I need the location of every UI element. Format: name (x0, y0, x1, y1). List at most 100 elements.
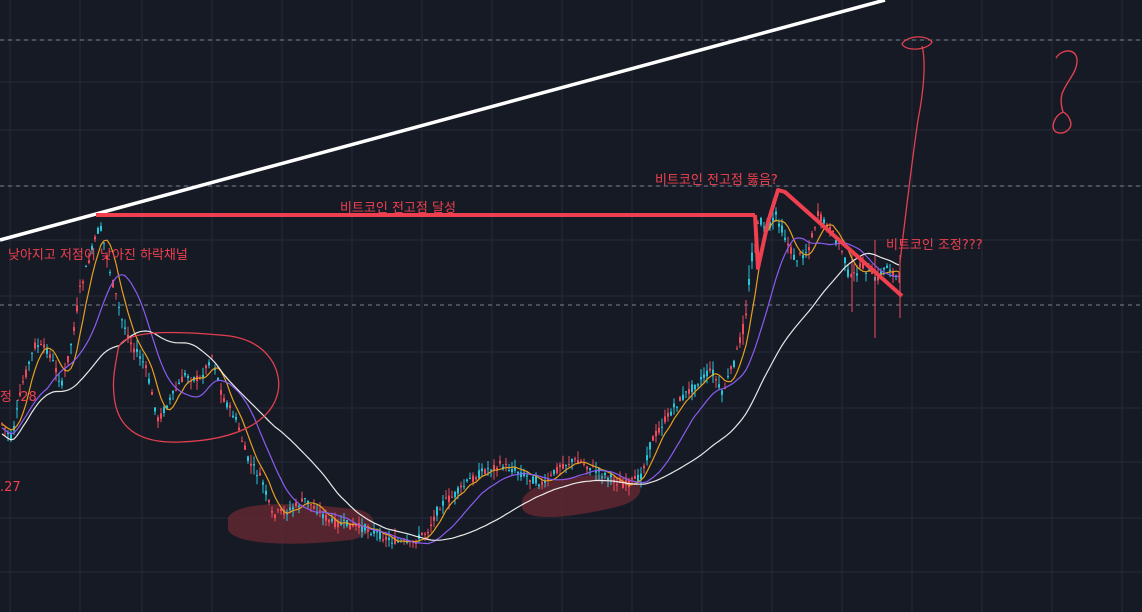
candle (679, 395, 681, 402)
candle-body (520, 472, 522, 478)
candle-body (787, 243, 789, 246)
candle-body (898, 275, 900, 277)
candle (145, 360, 147, 377)
candle (607, 476, 609, 488)
candle-body (529, 480, 531, 482)
candle-body (694, 384, 696, 390)
candle (499, 455, 501, 467)
candle-body (565, 464, 567, 466)
candle-body (199, 377, 201, 379)
candle-body (865, 272, 867, 274)
candle-body (580, 461, 582, 463)
candle-body (730, 366, 732, 370)
drawings (0, 0, 1078, 443)
candle-body (289, 507, 291, 510)
annotation-prev-high-reached: 비트코인 전고점 달성 (340, 201, 456, 216)
candle (664, 409, 666, 425)
candle (841, 249, 843, 255)
candle-body (805, 252, 807, 254)
ma-mid-line (1, 237, 900, 545)
candle (421, 532, 423, 536)
candle (88, 252, 90, 265)
candle (709, 361, 711, 374)
candle (172, 390, 174, 401)
candle (667, 407, 669, 422)
candle (100, 222, 102, 232)
candle (490, 468, 492, 478)
candle-body (451, 496, 453, 498)
candle-body (745, 313, 747, 316)
candle (802, 249, 804, 265)
candle (865, 272, 867, 282)
candle-body (256, 475, 258, 477)
candle (91, 243, 93, 255)
candle-body (664, 416, 666, 423)
candle-body (583, 463, 585, 465)
candle-body (217, 377, 219, 380)
candle-body (889, 269, 891, 272)
candle (274, 513, 276, 522)
candle (658, 421, 660, 436)
candle (334, 512, 336, 530)
candle (118, 302, 120, 316)
candle (760, 216, 762, 227)
candle-body (283, 509, 285, 515)
candle (745, 300, 747, 319)
candle-body (268, 500, 270, 503)
candle (82, 279, 84, 291)
candle-body (697, 384, 699, 386)
candle (460, 481, 462, 496)
candle (532, 475, 534, 484)
horizontal-levels (0, 39, 1142, 306)
candle (19, 383, 21, 398)
candle-body (844, 257, 846, 264)
candle-body (553, 469, 555, 475)
candle (565, 464, 567, 474)
candle (139, 349, 141, 366)
annotation-labels: 낮아지고 저점이 낮아진 하락채널 비트코인 전고점 달성 비트코인 전고점 뚫… (0, 173, 983, 495)
drawing-up-arrow-line (899, 45, 925, 263)
candle (451, 490, 453, 499)
candle-body (82, 281, 84, 284)
candle (655, 424, 657, 443)
candle-body (265, 490, 267, 495)
candle (250, 455, 252, 474)
candle (703, 367, 705, 384)
candle (529, 479, 531, 490)
candle (322, 510, 324, 526)
candle (223, 394, 225, 403)
candle (517, 471, 519, 481)
candle (556, 462, 558, 475)
candle-body (271, 511, 273, 513)
candle-body (334, 518, 336, 528)
zone-bottom-1 (228, 504, 374, 544)
candle (616, 477, 618, 492)
candle-body (109, 272, 111, 274)
candle (214, 364, 216, 375)
candle-body (76, 305, 78, 312)
candle-body (850, 274, 852, 277)
candle (106, 253, 108, 268)
candle-body (760, 217, 762, 225)
candle (493, 459, 495, 480)
candle-body (571, 459, 573, 462)
candle-body (304, 498, 306, 500)
candle-body (280, 509, 282, 511)
candle-body (442, 501, 444, 506)
candle-body (40, 344, 42, 346)
candle-body (727, 375, 729, 377)
highlight-zones (228, 475, 641, 544)
candle (718, 376, 720, 390)
candle (811, 230, 813, 239)
candle-body (748, 278, 750, 285)
candle-body (655, 430, 657, 437)
candle (238, 422, 240, 433)
candle-body (247, 456, 249, 462)
candle-body (853, 272, 855, 274)
candle (262, 479, 264, 494)
candle-body (130, 342, 132, 345)
candle-body (769, 221, 771, 228)
candle-body (799, 252, 801, 254)
candle (898, 271, 900, 283)
